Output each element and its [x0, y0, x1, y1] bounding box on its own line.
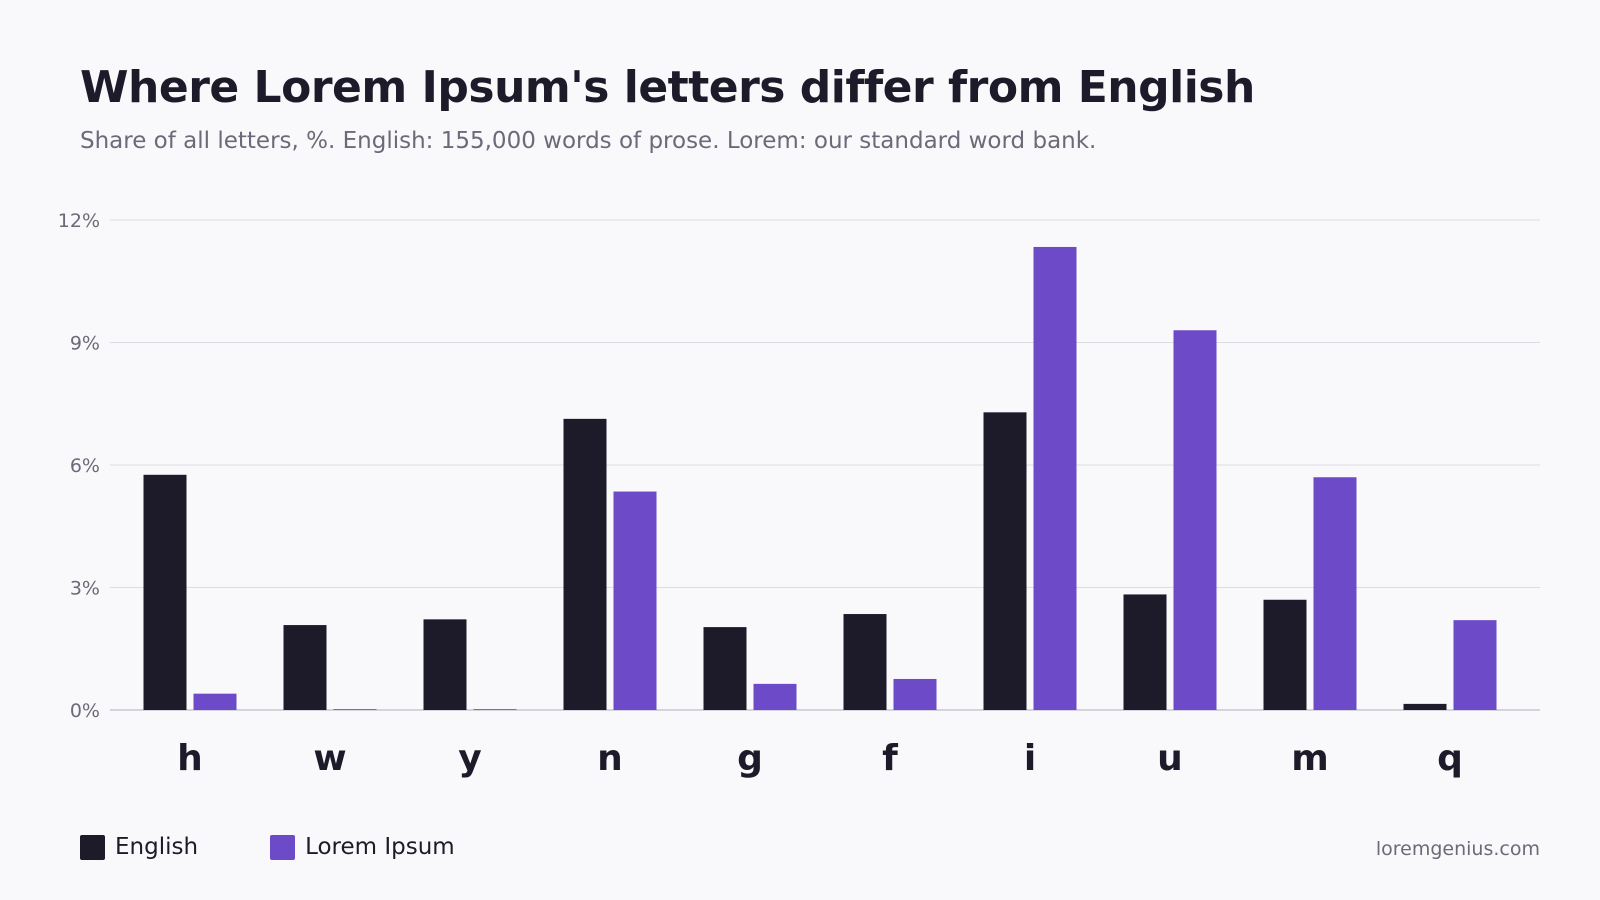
bar-lorem-ipsum: [193, 693, 237, 710]
x-category-label: n: [597, 738, 623, 779]
legend-item-lorem: Lorem Ipsum: [270, 834, 455, 860]
x-category-label: g: [737, 738, 763, 779]
bar-lorem-ipsum: [1173, 330, 1217, 710]
x-category-label: u: [1157, 738, 1183, 779]
x-category-label: y: [458, 738, 481, 779]
source-credit: loremgenius.com: [1375, 838, 1540, 860]
bar-english: [983, 412, 1027, 710]
bar-english: [143, 474, 187, 710]
bar-english: [1403, 703, 1447, 710]
bar-english: [1123, 594, 1167, 710]
bar-lorem-ipsum: [473, 709, 517, 710]
chart-subtitle: Share of all letters, %. English: 155,00…: [80, 128, 1097, 154]
legend: English Lorem Ipsum: [80, 834, 455, 860]
y-tick-label: 0%: [70, 700, 100, 722]
bar-english: [283, 625, 327, 710]
y-tick-label: 3%: [70, 578, 100, 600]
chart-title: Where Lorem Ipsum's letters differ from …: [80, 62, 1255, 113]
x-category-label: q: [1437, 738, 1463, 779]
legend-label-lorem: Lorem Ipsum: [305, 834, 455, 860]
x-category-label: w: [313, 738, 346, 779]
bar-lorem-ipsum: [1033, 246, 1077, 710]
bar-english: [1263, 599, 1307, 710]
bar-english: [563, 418, 607, 710]
x-category-label: f: [882, 738, 898, 779]
bar-lorem-ipsum: [1453, 620, 1497, 710]
bar-lorem-ipsum: [893, 678, 937, 710]
y-tick-label: 9%: [70, 333, 100, 355]
bar-english: [843, 614, 887, 710]
y-tick-label: 12%: [58, 210, 100, 232]
bar-english: [703, 627, 747, 710]
bar-lorem-ipsum: [613, 491, 657, 710]
bar-lorem-ipsum: [753, 683, 797, 710]
legend-swatch-english: [80, 834, 105, 860]
bar-english: [423, 619, 467, 710]
legend-label-english: English: [115, 834, 199, 860]
x-category-label: i: [1024, 738, 1036, 779]
bar-lorem-ipsum: [1313, 477, 1357, 710]
bar-lorem-ipsum: [333, 709, 377, 710]
legend-item-english: English: [80, 834, 198, 860]
x-category-label: m: [1291, 738, 1329, 779]
y-tick-label: 6%: [70, 455, 100, 477]
legend-swatch-lorem: [270, 834, 296, 860]
x-category-label: h: [177, 738, 203, 779]
